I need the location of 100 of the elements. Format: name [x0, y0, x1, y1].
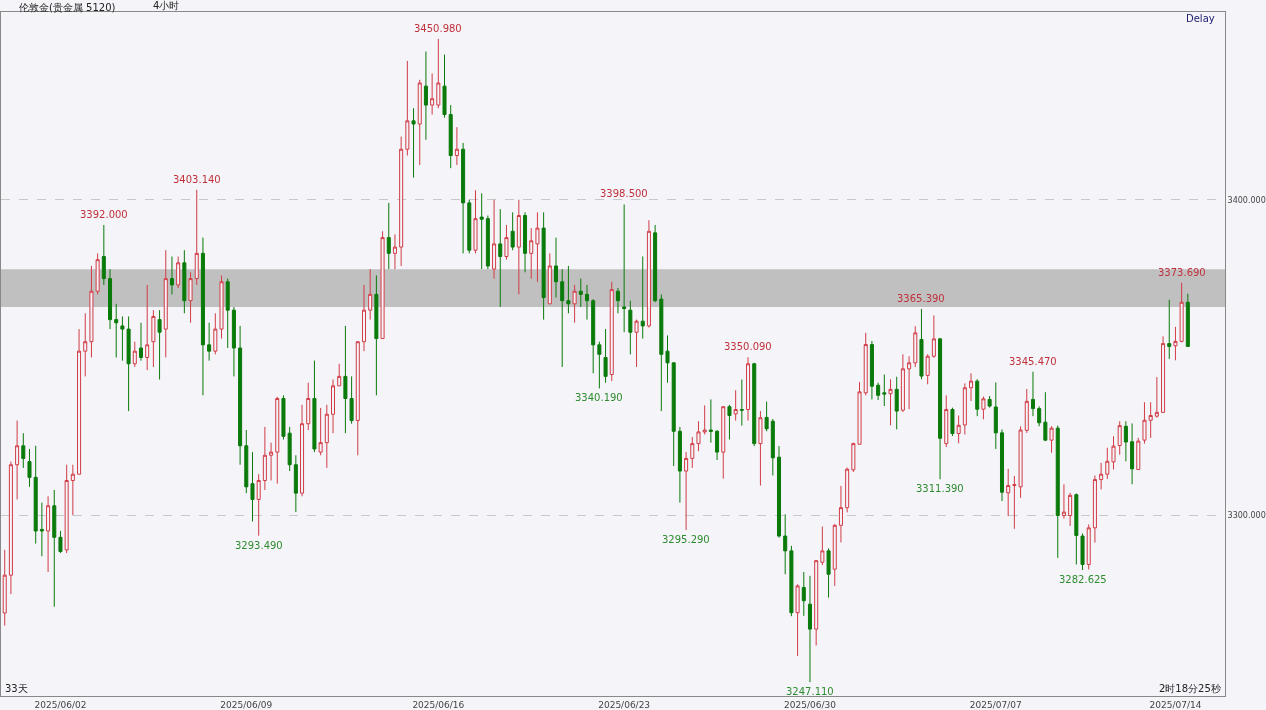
candlestick — [361, 284, 367, 352]
x-tick-label: 2025/06/23 — [598, 699, 651, 710]
candlestick — [374, 274, 379, 396]
candlestick — [677, 426, 682, 504]
candlestick — [950, 407, 955, 437]
candlestick — [231, 306, 236, 377]
candlestick — [1130, 422, 1135, 485]
x-tick-label: 2025/06/09 — [220, 699, 273, 710]
annotation: 3311.390 — [916, 483, 964, 494]
candlestick — [876, 382, 881, 401]
candlestick — [615, 287, 620, 314]
candlestick — [845, 467, 850, 513]
candlestick — [485, 215, 490, 270]
annotation: 3450.980 — [414, 23, 462, 34]
annotation: 3295.290 — [662, 534, 710, 545]
candlestick — [473, 189, 478, 254]
candlestick — [423, 50, 428, 141]
candlestick — [721, 405, 726, 480]
candlestick — [1030, 371, 1035, 417]
candlestick — [584, 284, 589, 321]
candlestick — [646, 219, 651, 328]
candlestick — [832, 523, 837, 587]
candlestick — [628, 300, 633, 355]
candlestick — [250, 451, 255, 523]
candlestick — [900, 353, 905, 413]
candlestick — [981, 396, 986, 420]
candlestick — [262, 426, 267, 491]
candlestick — [1154, 376, 1159, 419]
candlestick — [764, 401, 769, 432]
candlestick — [21, 432, 26, 469]
y-tick-label: 3400.000 — [1227, 195, 1266, 205]
candlestick — [894, 376, 899, 430]
candlestick — [882, 374, 887, 407]
candlestick — [1043, 391, 1048, 442]
candlestick — [1117, 420, 1122, 456]
annotation: 3403.140 — [173, 174, 221, 185]
candlestick — [498, 208, 503, 308]
candlestick — [145, 284, 150, 371]
candlestick — [479, 192, 484, 270]
candlestick — [708, 398, 713, 444]
candlestick — [931, 315, 936, 359]
candlestick — [163, 249, 168, 358]
candlestick — [634, 319, 639, 368]
candlestick — [1142, 401, 1147, 445]
annotation: 3350.090 — [724, 341, 772, 352]
candlestick — [975, 378, 980, 417]
candlestick — [696, 420, 701, 452]
candlestick — [640, 256, 645, 340]
candlestick — [869, 340, 874, 400]
candlestick — [770, 418, 775, 476]
candlestick — [702, 404, 707, 435]
candlestick — [566, 265, 571, 314]
candlestick — [820, 526, 825, 566]
candlestick — [15, 420, 20, 500]
annotation: 3373.690 — [1158, 267, 1206, 278]
candlestick — [293, 454, 298, 513]
candlestick — [1006, 468, 1011, 517]
candlestick — [219, 274, 224, 340]
candlestick — [999, 428, 1005, 502]
candlestick — [392, 233, 397, 270]
candlestick — [807, 575, 812, 683]
candlestick — [83, 312, 88, 377]
candlestick — [492, 199, 497, 280]
candlestick — [603, 328, 608, 384]
candlestick — [194, 189, 199, 286]
candlestick — [461, 142, 466, 254]
candlestick — [411, 107, 416, 179]
candlestick — [380, 230, 385, 340]
candlestick — [454, 126, 459, 166]
candlestick — [58, 530, 63, 554]
annotation: 3340.190 — [575, 392, 623, 403]
candlestick — [1024, 388, 1029, 434]
annotation: 3282.625 — [1059, 574, 1107, 585]
candlestick — [684, 451, 689, 531]
candlestick — [1092, 474, 1097, 544]
candlestick — [399, 136, 404, 267]
candlestick — [591, 298, 596, 374]
candlestick — [200, 237, 205, 396]
text: 4小时 — [153, 0, 180, 11]
candlestick — [653, 224, 658, 303]
x-tick-label: 2025/06/16 — [412, 699, 465, 710]
candlestick — [659, 293, 664, 412]
candlestick — [33, 445, 38, 545]
candlestick — [733, 389, 738, 422]
candlestick — [355, 341, 360, 456]
candlestick — [405, 60, 410, 157]
candlestick — [795, 583, 800, 657]
candlestick — [244, 429, 249, 494]
annotation: 3345.470 — [1009, 356, 1057, 367]
candlestick — [108, 268, 113, 330]
candlestick — [1123, 420, 1128, 462]
candlestick — [1061, 483, 1066, 520]
candlestick — [275, 396, 280, 485]
y-tick-label: 3300.000 — [1227, 511, 1266, 521]
candlestick — [826, 547, 831, 599]
annotation: 3398.500 — [600, 188, 648, 199]
candlestick — [337, 363, 342, 387]
candlestick — [814, 559, 819, 647]
annotation: 3392.000 — [80, 209, 128, 220]
annotation: 3247.110 — [786, 686, 834, 697]
